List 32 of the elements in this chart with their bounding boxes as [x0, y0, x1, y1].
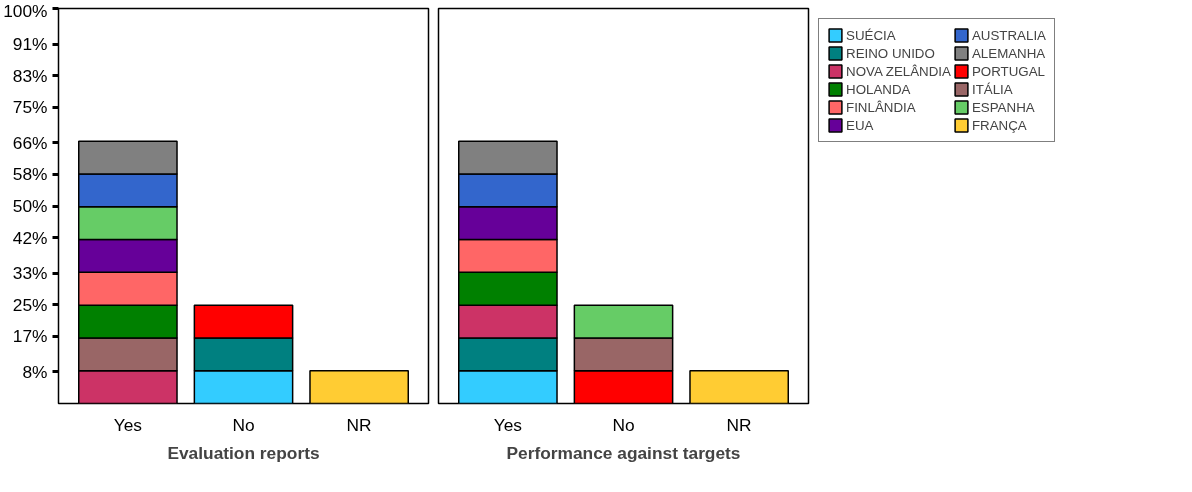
x-tick-label: NR: [726, 414, 752, 435]
x-axis-title: Performance against targets: [506, 442, 741, 463]
y-tick-label: 17%: [12, 326, 48, 347]
y-tick-label: 83%: [12, 65, 48, 86]
legend-label: HOLANDA: [846, 81, 911, 97]
x-axis-title: Evaluation reports: [167, 442, 320, 463]
legend-label: AUSTRALIA: [971, 27, 1047, 43]
y-tick-label: 42%: [12, 227, 48, 248]
y-tick-label: 75%: [12, 97, 48, 118]
legend-label: NOVA ZELÂNDIA: [846, 63, 951, 79]
legend-label: FRANÇA: [971, 117, 1027, 133]
y-tick-label: 8%: [22, 361, 48, 382]
y-tick-label: 100%: [3, 0, 48, 21]
legend-label: ALEMANHA: [971, 45, 1046, 61]
y-tick-label: 33%: [12, 263, 48, 284]
legend-label: REINO UNIDO: [846, 45, 935, 61]
legend-label: PORTUGAL: [971, 63, 1046, 79]
x-tick-label: No: [232, 414, 255, 435]
legend-label: FINLÂNDIA: [846, 99, 916, 115]
legend-label: ITÁLIA: [971, 81, 1013, 97]
y-tick-label: 50%: [12, 196, 48, 216]
y-tick-label: 25%: [12, 294, 48, 315]
legend-label: EUA: [846, 117, 874, 133]
x-tick-label: Yes: [113, 414, 143, 435]
x-tick-label: NR: [346, 414, 372, 435]
x-tick-label: No: [612, 414, 635, 435]
x-tick-label: Yes: [493, 414, 523, 435]
y-tick-label: 91%: [12, 34, 48, 55]
y-tick-label: 66%: [12, 132, 48, 153]
legend-label: ESPANHA: [971, 99, 1035, 115]
legend-label: SUÉCIA: [846, 27, 896, 43]
y-tick-label: 58%: [12, 164, 48, 185]
